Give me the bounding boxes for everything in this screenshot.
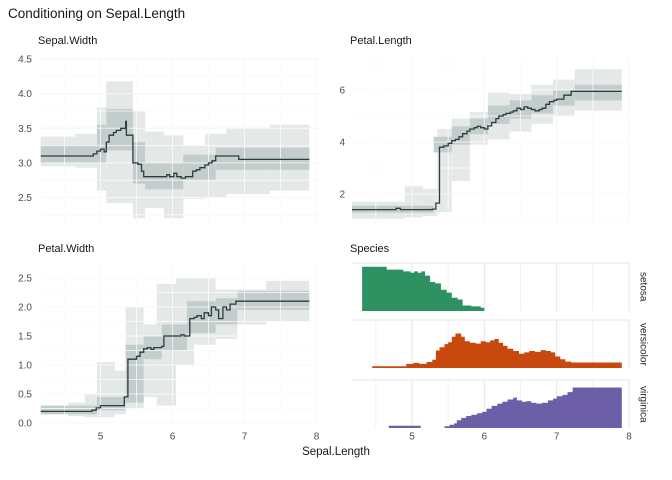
x-tick-label: 6 <box>170 432 176 443</box>
inner-band-segment <box>487 105 510 124</box>
inner-band-segment <box>574 84 622 101</box>
y-tick-label: 2.5 <box>18 274 32 285</box>
conditional-median-step-line <box>40 300 310 413</box>
outer-band-segment <box>143 324 157 397</box>
strip-label-setosa: setosa <box>637 272 649 302</box>
x-tick-label: 8 <box>314 432 320 443</box>
inner-band-segment <box>143 336 162 360</box>
y-tick-label: 0.0 <box>18 419 32 430</box>
inner-band-segment <box>215 147 310 170</box>
inner-band-segment <box>161 324 187 351</box>
panel-sepal-width: 2.5 3.0 3.5 4.0 4.5 <box>18 55 319 226</box>
x-tick-label: 7 <box>554 432 560 443</box>
strip-label-virginica: virginica <box>637 385 649 423</box>
inner-band-segment <box>531 95 554 114</box>
inner-band-segment <box>106 108 133 151</box>
panel-title-petal-length: Petal.Length <box>350 35 412 47</box>
x-tick-label: 7 <box>242 432 248 443</box>
histogram-virginica <box>388 387 622 428</box>
panel-title-petal-width: Petal.Width <box>38 243 95 255</box>
x-tick-label: 5 <box>98 432 104 443</box>
y-tick-label: 4.0 <box>18 89 32 100</box>
outer-band-segment <box>114 370 126 415</box>
panel-title-species: Species <box>350 243 390 255</box>
conditional-median-step-line <box>40 120 310 179</box>
y-tick-label: 3.0 <box>18 158 32 169</box>
inner-band-segment <box>96 396 126 411</box>
histogram-setosa <box>362 266 485 311</box>
y-tick-label: 2 <box>339 190 345 201</box>
y-tick-label: 6 <box>339 86 345 97</box>
inner-band-segment <box>96 124 107 163</box>
panel-petal-length: 2 4 6 <box>339 57 630 226</box>
y-tick-label: 1.5 <box>18 332 32 343</box>
inner-band-segment <box>40 145 97 163</box>
conditional-median-step-line <box>352 90 622 211</box>
x-axis-title: Sepal.Length <box>302 446 370 458</box>
x-tick-label: 8 <box>626 432 632 443</box>
x-tick-label: 5 <box>409 432 415 443</box>
y-tick-label: 4.5 <box>18 55 32 66</box>
inner-band-segment <box>40 405 97 415</box>
panel-title-sepal-width: Sepal.Width <box>38 35 98 47</box>
y-tick-label: 2.5 <box>18 193 32 204</box>
inner-band-segment <box>451 126 470 145</box>
x-tick-label: 6 <box>482 432 488 443</box>
y-tick-label: 2.0 <box>18 303 32 314</box>
figure-title: Conditioning on Sepal.Length <box>8 6 186 21</box>
inner-band-segment <box>237 290 310 310</box>
panel-species <box>352 262 630 428</box>
panel-petal-width: 0.0 0.5 1.0 1.5 2.0 2.5 <box>18 267 319 430</box>
y-tick-label: 1.0 <box>18 361 32 372</box>
inner-band-segment <box>145 162 184 190</box>
y-tick-label: 4 <box>339 138 345 149</box>
inner-band-segment <box>215 298 238 325</box>
histogram-versicolor <box>372 333 622 368</box>
y-tick-label: 3.5 <box>18 124 32 135</box>
strip-label-versicolor: versicolor <box>637 322 649 366</box>
inner-band-segment <box>433 136 452 153</box>
y-tick-label: 0.5 <box>18 390 32 401</box>
